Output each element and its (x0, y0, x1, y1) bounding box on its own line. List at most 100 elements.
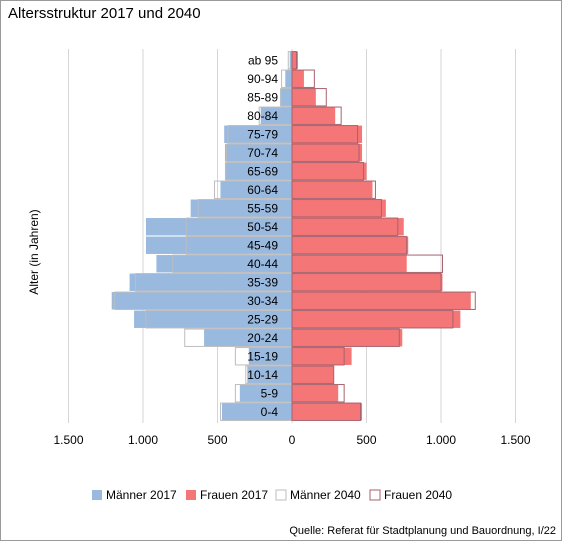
bar-frauen-2040 (291, 106, 342, 125)
category-label: 55-59 (247, 201, 278, 215)
bar-frauen-2040 (291, 162, 365, 181)
category-label: 45-49 (247, 238, 278, 252)
legend: Männer 2017 Frauen 2017 Männer 2040 Frauen … (92, 488, 452, 502)
category-label: 0-4 (261, 405, 279, 419)
category-labels: ab 95 90-94 85-89 80-84 75-79 70-74 65-69 60-64… (247, 53, 278, 419)
bar-maenner-2017 (224, 162, 292, 180)
legend-swatch (186, 490, 196, 500)
legend-label: Männer 2040 (290, 488, 361, 502)
bar-frauen-2017 (292, 273, 443, 291)
legend-swatch (369, 489, 381, 501)
bar-frauen-2017 (292, 347, 352, 365)
bar-frauen-2017 (292, 329, 403, 347)
bar-maenner-2017 (220, 181, 292, 199)
bar-frauen-2017 (292, 107, 336, 125)
bar-frauen-2017 (292, 403, 363, 421)
bar-frauen-2040 (291, 365, 335, 384)
category-label: 20-24 (247, 331, 278, 345)
bar-frauen-2017 (292, 310, 461, 328)
bar-frauen-2017 (292, 51, 298, 69)
bar-frauen-2040 (291, 88, 327, 107)
category-label: 30-34 (247, 294, 278, 308)
bar-frauen-2017 (292, 366, 334, 384)
bar-frauen-2017 (292, 292, 471, 310)
legend-swatch (275, 489, 287, 501)
y-axis-label: Alter (in Jahren) (27, 209, 41, 294)
category-label: 5-9 (261, 386, 279, 400)
bar-frauen-2040 (291, 125, 359, 144)
x-tick-label: 0 (289, 433, 296, 447)
bar-frauen-2017 (292, 125, 363, 143)
bar-frauen-2040 (291, 291, 476, 310)
bar-maenner-2017 (239, 384, 292, 402)
bar-frauen-2040 (291, 51, 297, 70)
bar-maenner-2017 (285, 70, 292, 88)
bar-maenner-2017 (247, 366, 292, 384)
bar-maenner-2017 (111, 292, 293, 310)
category-label: 40-44 (247, 257, 278, 271)
legend-label: Frauen 2040 (384, 488, 452, 502)
category-label: 60-64 (247, 183, 278, 197)
x-tick-label: 500 (207, 433, 227, 447)
bar-maenner-2017 (129, 273, 292, 291)
bar-frauen-2040 (291, 236, 408, 255)
x-tick-labels: 1.500 1.000 500 0 500 1.000 1.500 (53, 433, 530, 447)
bar-maenner-2017 (221, 403, 292, 421)
bar-frauen-2040 (291, 310, 454, 329)
category-label: 65-69 (247, 164, 278, 178)
bar-maenner-2017 (145, 218, 292, 236)
bar-frauen-2040 (291, 384, 345, 403)
bar-frauen-2017 (292, 162, 367, 180)
category-label: 15-19 (247, 349, 278, 363)
bar-frauen-2040 (291, 143, 360, 162)
x-tick-label: 500 (356, 433, 376, 447)
bar-frauen-2040 (291, 217, 399, 236)
bar-frauen-2017 (292, 144, 363, 162)
x-tick-label: 1.500 (53, 433, 83, 447)
legend-label: Männer 2017 (106, 488, 177, 502)
chart-title: Altersstruktur 2017 und 2040 (8, 5, 201, 22)
category-label: 50-54 (247, 220, 278, 234)
bar-frauen-2040 (291, 328, 400, 347)
bar-maenner-2017 (248, 347, 292, 365)
legend-label: Frauen 2017 (200, 488, 268, 502)
bars (111, 51, 476, 421)
category-label: ab 95 (248, 53, 278, 67)
bar-frauen-2017 (292, 384, 339, 402)
bar-maenner-2017 (224, 125, 292, 143)
bar-maenner-2017 (224, 144, 292, 162)
x-tick-label: 1.500 (500, 433, 530, 447)
bar-frauen-2017 (292, 70, 304, 88)
bar-maenner-2017 (280, 88, 292, 106)
bar-frauen-2017 (292, 218, 404, 236)
bar-frauen-2040 (291, 180, 376, 199)
category-label: 75-79 (247, 127, 278, 141)
bar-maenner-2017 (145, 236, 292, 254)
bar-frauen-2017 (292, 236, 409, 254)
category-label: 90-94 (247, 72, 278, 86)
category-label: 80-84 (247, 109, 278, 123)
bar-maenner-2017 (260, 107, 292, 125)
bar-frauen-2017 (292, 88, 316, 106)
bar-frauen-2040 (291, 402, 362, 421)
source-note: Quelle: Referat für Stadtplanung und Bau… (289, 525, 556, 537)
bar-frauen-2040 (291, 273, 442, 292)
bar-frauen-2040 (291, 254, 443, 273)
bar-frauen-2017 (292, 199, 386, 217)
bar-maenner-2017 (190, 199, 292, 217)
category-label: 85-89 (247, 90, 278, 104)
category-label: 70-74 (247, 146, 278, 160)
bar-frauen-2017 (292, 181, 373, 199)
bar-maenner-2017 (204, 329, 292, 347)
category-label: 10-14 (247, 368, 278, 382)
x-tick-label: 1.000 (128, 433, 158, 447)
x-tick-label: 1.000 (426, 433, 456, 447)
bar-maenner-2017 (289, 51, 292, 69)
bar-maenner-2017 (134, 310, 292, 328)
category-label: 35-39 (247, 275, 278, 289)
legend-swatch (92, 490, 102, 500)
bar-frauen-2040 (291, 347, 345, 366)
bar-frauen-2040 (291, 69, 315, 88)
bar-frauen-2017 (292, 255, 407, 273)
